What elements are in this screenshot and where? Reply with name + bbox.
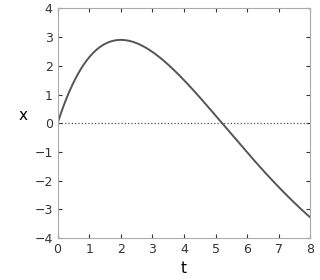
X-axis label: t: t — [181, 262, 187, 276]
Y-axis label: x: x — [19, 108, 28, 123]
